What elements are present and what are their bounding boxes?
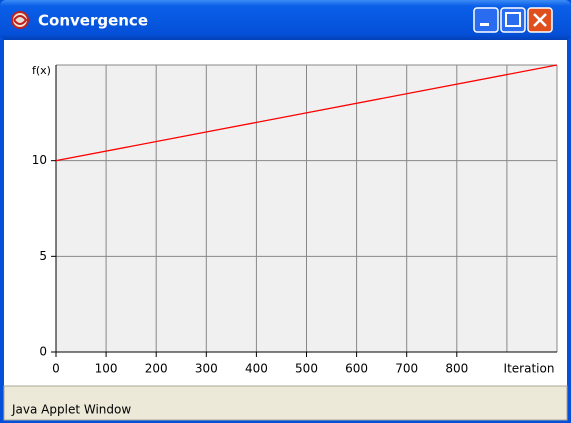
data-line [55,64,558,162]
title-bar [0,0,571,40]
y-tick-label: 0 [39,345,47,359]
y-tick-label: 5 [39,249,47,263]
status-bar [3,385,568,421]
x-tick-label: 700 [395,362,418,376]
app-icon [11,11,29,29]
x-tick-label: 800 [445,362,468,376]
x-tick-label: 100 [95,362,118,376]
x-tick-label: 400 [245,362,268,376]
x-tick-label: 500 [295,362,318,376]
x-axis-label: Iteration [504,362,555,376]
minimize-button[interactable] [473,7,499,33]
status-text: Java Applet Window [11,403,131,417]
x-tick-label: 200 [145,362,168,376]
window-title: Convergence [38,12,148,30]
x-tick-label: 600 [345,362,368,376]
x-tick-label: 300 [195,362,218,376]
y-tick-label: 10 [32,153,47,167]
close-button[interactable] [527,7,553,33]
y-axis-label: f(x) [32,64,51,77]
x-tick-label: 0 [52,362,60,376]
maximize-button[interactable] [500,7,526,33]
